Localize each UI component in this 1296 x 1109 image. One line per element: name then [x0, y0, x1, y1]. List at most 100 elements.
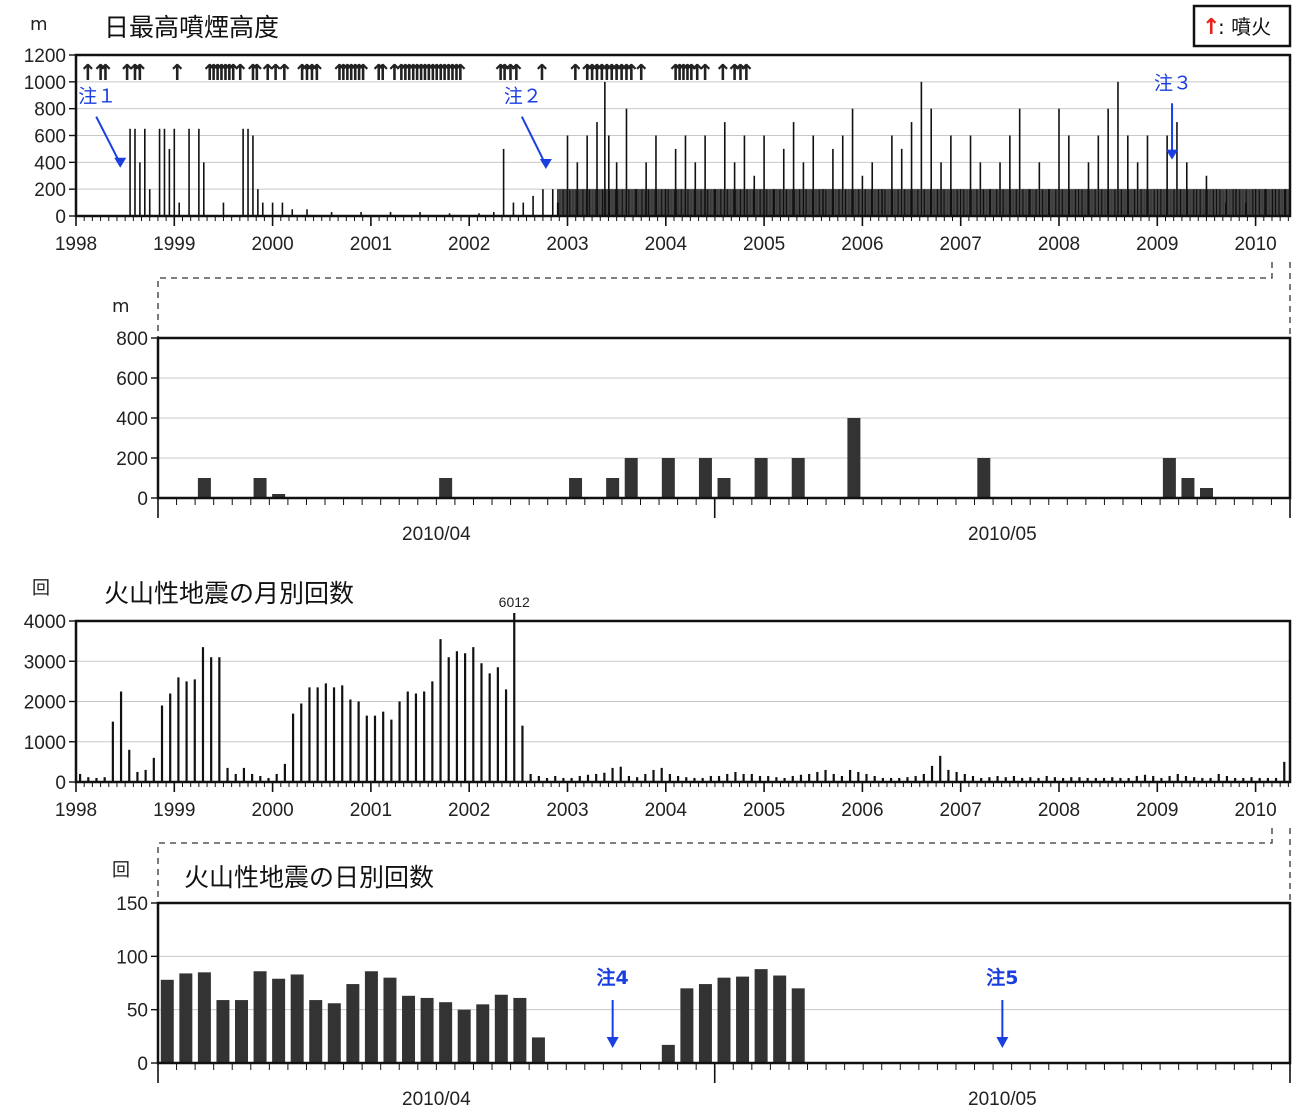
plume-height-y-ticks: 1200 1000 800 600 400 200 0 — [24, 46, 76, 228]
plume-zoom-y-label: 800 — [116, 329, 148, 350]
eruption-arrow-icon: ↑ — [688, 61, 706, 86]
eruption-arrow-icon: ↑ — [126, 61, 144, 86]
daily-quake-bar — [773, 975, 787, 1063]
plume-zoom-bar — [977, 458, 991, 498]
legend-box — [1192, 4, 1292, 48]
plume-height-y-label: 400 — [34, 153, 66, 174]
plume-height-x-label: 2001 — [350, 234, 392, 255]
plume-zoom-bars — [197, 418, 1213, 498]
daily-quake-bar — [216, 1000, 230, 1063]
eruption-arrow-icon: ↑ — [607, 61, 625, 86]
plume-height-x-label: 1998 — [55, 234, 97, 255]
eruption-arrow-icon: ↑ — [400, 61, 418, 86]
plume-zoom-x-ticks: 2010/04 2010/05 — [157, 498, 1291, 545]
eruption-legend: ↑ : 噴火 — [1192, 4, 1292, 48]
plume-height-x-label: 2007 — [940, 234, 982, 255]
plume-height-unit: m — [30, 14, 48, 35]
daily-quake-x-label: 2010/05 — [968, 1089, 1037, 1109]
eruption-arrow-icon: ↑ — [617, 61, 635, 86]
daily-quake-bar — [680, 988, 694, 1063]
eruption-arrow-icon: ↑ — [622, 61, 640, 86]
note-arrowhead — [539, 159, 552, 170]
daily-quake-title: 火山性地震の日別回数 — [184, 863, 434, 892]
monthly-quake-bars — [78, 613, 1286, 782]
eruption-arrow-icon: ↑ — [224, 61, 242, 86]
peak-value-annotation: 6012 — [499, 594, 530, 610]
plume-zoom-bar — [1162, 458, 1176, 498]
zoom-connector-lower — [157, 828, 1273, 903]
plume-zoom-y-ticks: 800 600 400 200 0 — [116, 329, 158, 510]
eruption-arrow-icon: ↑ — [408, 61, 426, 86]
daily-quake-notes: 注4 注5 — [597, 966, 1018, 1048]
plume-height-x-label: 2002 — [448, 234, 490, 255]
eruption-arrow-icon: ↑ — [342, 61, 360, 86]
note-label: 注5 — [986, 966, 1018, 989]
eruption-arrow-icon: ↑ — [678, 61, 696, 86]
eruption-arrow-icon: ↑ — [79, 61, 97, 86]
monthly-quake-x-label: 2005 — [743, 800, 785, 821]
eruption-arrow-icon: ↑ — [91, 61, 109, 86]
eruption-arrow-icon: ↑ — [674, 61, 692, 86]
eruption-arrow-icon: ↑ — [118, 61, 136, 86]
eruption-arrow-icon: ↑ — [451, 61, 469, 86]
plume-height-y-label: 600 — [34, 127, 66, 148]
monthly-quake-x-label: 2008 — [1038, 800, 1080, 821]
daily-quake-bar — [327, 1003, 341, 1063]
eruption-arrow-icon: ↑ — [593, 61, 611, 86]
plume-zoom-bar — [1199, 488, 1213, 498]
daily-quake-bar — [791, 988, 805, 1063]
eruption-arrow-icon: ↑ — [731, 61, 749, 86]
eruption-arrow-icon: ↑ — [216, 61, 234, 86]
eruption-arrow-icon: ↑ — [373, 61, 391, 86]
plume-height-x-label: 2005 — [743, 234, 785, 255]
daily-quake-bar — [253, 971, 267, 1063]
eruption-arrow-icon: ↑ — [200, 61, 218, 86]
eruption-arrow-icon: ↑ — [435, 61, 453, 86]
eruption-arrow-icon: ↑ — [670, 61, 688, 86]
eruption-arrow-icon: ↑ — [131, 61, 149, 86]
monthly-quake-x-label: 2003 — [546, 800, 588, 821]
daily-quake-bar — [364, 971, 378, 1063]
plume-zoom-gridlines — [158, 377, 1290, 459]
monthly-quake-x-label: 2004 — [645, 800, 688, 821]
daily-quake-y-label: 50 — [127, 1001, 148, 1022]
eruption-arrow-icon: ↑ — [578, 61, 596, 86]
eruption-arrow-icon: ↑ — [354, 61, 372, 86]
monthly-quake-unit: 回 — [32, 578, 50, 599]
note-arrowhead — [606, 1037, 619, 1048]
eruption-arrow-icon: ↑ — [212, 61, 230, 86]
daily-quake-x-label: 2010/04 — [402, 1089, 471, 1109]
plume-height-y-label: 1000 — [24, 73, 66, 94]
note-arrow — [520, 116, 547, 166]
eruption-arrow-icon: ↑ — [96, 61, 114, 86]
monthly-quake-x-label: 2006 — [841, 800, 883, 821]
monthly-quake-y-label: 3000 — [24, 652, 66, 673]
eruption-arrow-icon: ↑ — [612, 61, 630, 86]
note-label: 注３ — [1154, 72, 1192, 94]
plume-zoom-bar — [717, 478, 731, 498]
daily-quake-bar — [272, 978, 286, 1063]
daily-quake-bar — [309, 1000, 323, 1063]
eruption-arrow-icon: ↑ — [447, 61, 465, 86]
daily-quake-bar — [179, 973, 193, 1063]
plume-height-notes: 注１ 注２ 注３ — [78, 72, 1192, 170]
eruption-arrow-icon: ↑ — [275, 61, 293, 86]
eruption-arrow-icon: ↑ — [248, 61, 266, 86]
note-arrowhead — [1166, 149, 1179, 160]
plume-height-x-label: 2009 — [1136, 234, 1178, 255]
eruption-arrow-icon: ↑ — [334, 61, 352, 86]
monthly-quake-title: 火山性地震の月別回数 — [104, 579, 354, 608]
daily-quake-bar — [197, 972, 211, 1063]
eruption-arrow-icon: ↑ — [737, 61, 755, 86]
eruption-arrow-icon: ↑ — [385, 61, 403, 86]
daily-quake-panel: 回 火山性地震の日別回数 150 100 50 0 2010/04 2010/05 注4… — [112, 860, 1292, 1109]
eruption-arrow-icon: ↑ — [632, 61, 650, 86]
monthly-quake-x-label: 2000 — [251, 800, 293, 821]
eruption-arrow-icon: ↑ — [491, 61, 509, 86]
eruption-arrow-icon: ↑ — [696, 61, 714, 86]
eruption-arrow-icon: ↑ — [244, 61, 262, 86]
note-label: 注4 — [597, 966, 629, 989]
plume-height-x-ticks: 1998 1999 2000 2001 2002 2003 2004 2005 2006 2007… — [55, 216, 1289, 255]
zoom-connector-upper — [157, 262, 1273, 338]
